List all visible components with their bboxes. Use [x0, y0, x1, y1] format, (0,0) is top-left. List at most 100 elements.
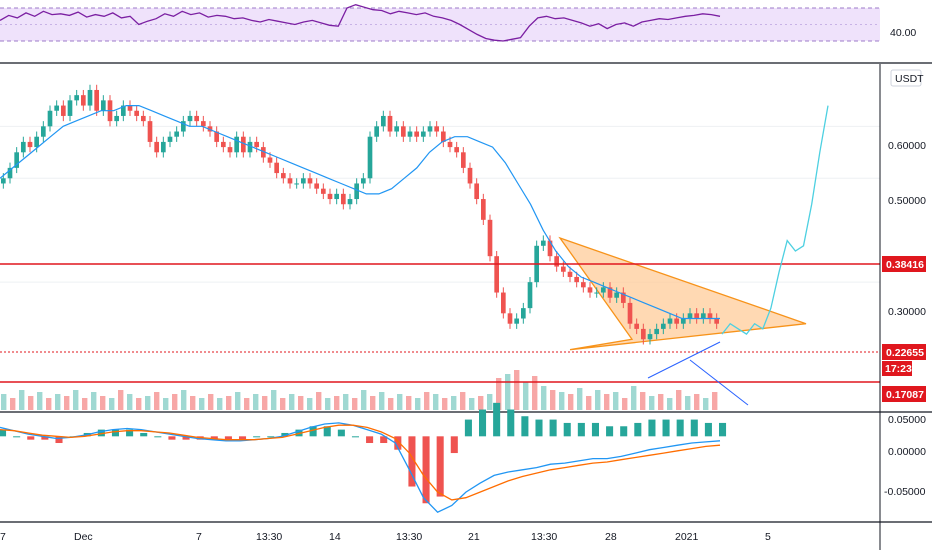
macd-histogram-bar — [606, 426, 614, 437]
candle-body — [307, 178, 313, 184]
candle-body — [447, 141, 453, 148]
macd-histogram-bar — [690, 419, 698, 437]
candle-body — [101, 100, 106, 111]
projection-path[interactable] — [721, 105, 829, 335]
candle-body — [641, 328, 646, 340]
volume-bar — [460, 392, 466, 410]
candle-body — [54, 105, 59, 111]
macd-histogram-bar — [281, 432, 289, 437]
macd-line — [0, 422, 721, 513]
candle-body — [1, 178, 6, 184]
volume-bar — [667, 398, 673, 410]
candle-body — [407, 131, 413, 137]
currency-box[interactable] — [890, 69, 922, 87]
volume-bar — [64, 396, 70, 410]
candle-body — [41, 126, 46, 137]
candle-body — [367, 136, 373, 179]
candle-body — [607, 287, 613, 298]
macd-histogram-bar — [676, 419, 684, 437]
volume-bar — [658, 394, 664, 410]
volume-bar — [622, 398, 628, 410]
volume-bar — [685, 396, 691, 410]
candle-body — [227, 147, 233, 153]
candle-body — [127, 105, 133, 111]
volume-bar — [325, 398, 331, 410]
macd-histogram-bar — [13, 436, 21, 438]
time-tick-label: 7 — [196, 531, 202, 543]
volume-bar — [73, 390, 79, 410]
macd-histogram-bar — [408, 436, 416, 487]
candle-body — [654, 328, 659, 335]
volume-bar — [352, 398, 358, 410]
volume-bar — [244, 398, 250, 410]
candle-body — [321, 188, 326, 194]
candle-body — [681, 318, 686, 324]
volume-bar — [172, 394, 178, 410]
price-tag-resistance-label: 0.38416 — [886, 259, 924, 271]
macd-histogram-bar — [309, 426, 317, 437]
macd-histogram-bar — [704, 422, 712, 437]
macd-histogram-bar — [253, 436, 261, 438]
candle-body — [541, 240, 546, 246]
rsi-panel: 40.00 — [0, 0, 932, 62]
candle-body — [521, 308, 526, 319]
candle-body — [121, 105, 126, 116]
macd-histogram-bar — [140, 432, 148, 437]
volume-bar — [163, 398, 169, 410]
candle-body — [67, 100, 73, 116]
candle-body — [594, 292, 599, 294]
candle-body — [461, 152, 466, 168]
volume-bar — [433, 394, 439, 410]
volume-bar — [343, 394, 349, 410]
price-tag-current-label: 0.22655 — [886, 347, 924, 359]
macd-histogram-bar — [535, 419, 543, 437]
candle-body — [581, 282, 586, 288]
candle-body — [141, 115, 146, 122]
candle-body — [267, 157, 273, 163]
candle-body — [694, 313, 699, 319]
candle-body — [427, 126, 433, 132]
trendline-breakdown[interactable] — [689, 359, 749, 406]
time-axis[interactable]: 7 Dec 7 13:30 14 13:30 21 13:30 28 2021 … — [0, 531, 771, 543]
price-tick-label: 0.50000 — [888, 195, 926, 207]
volume-bar — [289, 394, 295, 410]
volume-bar — [46, 398, 52, 410]
macd-histogram-bar — [154, 436, 162, 438]
volume-bar — [406, 396, 412, 410]
macd-histogram-bar — [436, 436, 444, 497]
volume-bar — [649, 396, 655, 410]
macd-histogram-bar — [634, 422, 642, 437]
volume-bar — [505, 374, 511, 410]
macd-histogram-bar — [521, 416, 529, 437]
volume-bar — [523, 382, 529, 410]
volume-bar — [532, 376, 538, 410]
volume-bar — [298, 396, 304, 410]
candle-body — [261, 147, 266, 158]
macd-histogram-bar — [351, 436, 359, 438]
volume-bar — [136, 398, 142, 410]
macd-panel: 0.00000 -0.05000 — [0, 402, 926, 513]
macd-histogram-bar — [450, 436, 458, 454]
macd-histogram-bar — [182, 436, 190, 440]
candle-body — [241, 136, 246, 153]
candle-body — [147, 121, 153, 142]
candle-body — [134, 110, 139, 116]
trendline-support[interactable] — [647, 341, 721, 379]
time-tick-label: 13:30 — [256, 531, 282, 543]
symmetrical-triangle[interactable] — [558, 236, 807, 351]
candle-body — [514, 318, 519, 324]
time-tick-label: 13:30 — [396, 531, 422, 543]
candle-body — [87, 89, 93, 106]
volume-bar — [586, 396, 592, 410]
volume-bar — [154, 392, 160, 410]
candle-body — [221, 141, 226, 148]
price-tick-label: 0.05000 — [888, 414, 926, 426]
volume-bar — [91, 392, 97, 410]
candle-body — [201, 121, 206, 127]
volume-bar — [19, 390, 25, 410]
volume-bar — [676, 390, 682, 410]
volume-bar — [100, 396, 106, 410]
candle-body — [354, 183, 359, 200]
volume-bar — [127, 394, 133, 410]
